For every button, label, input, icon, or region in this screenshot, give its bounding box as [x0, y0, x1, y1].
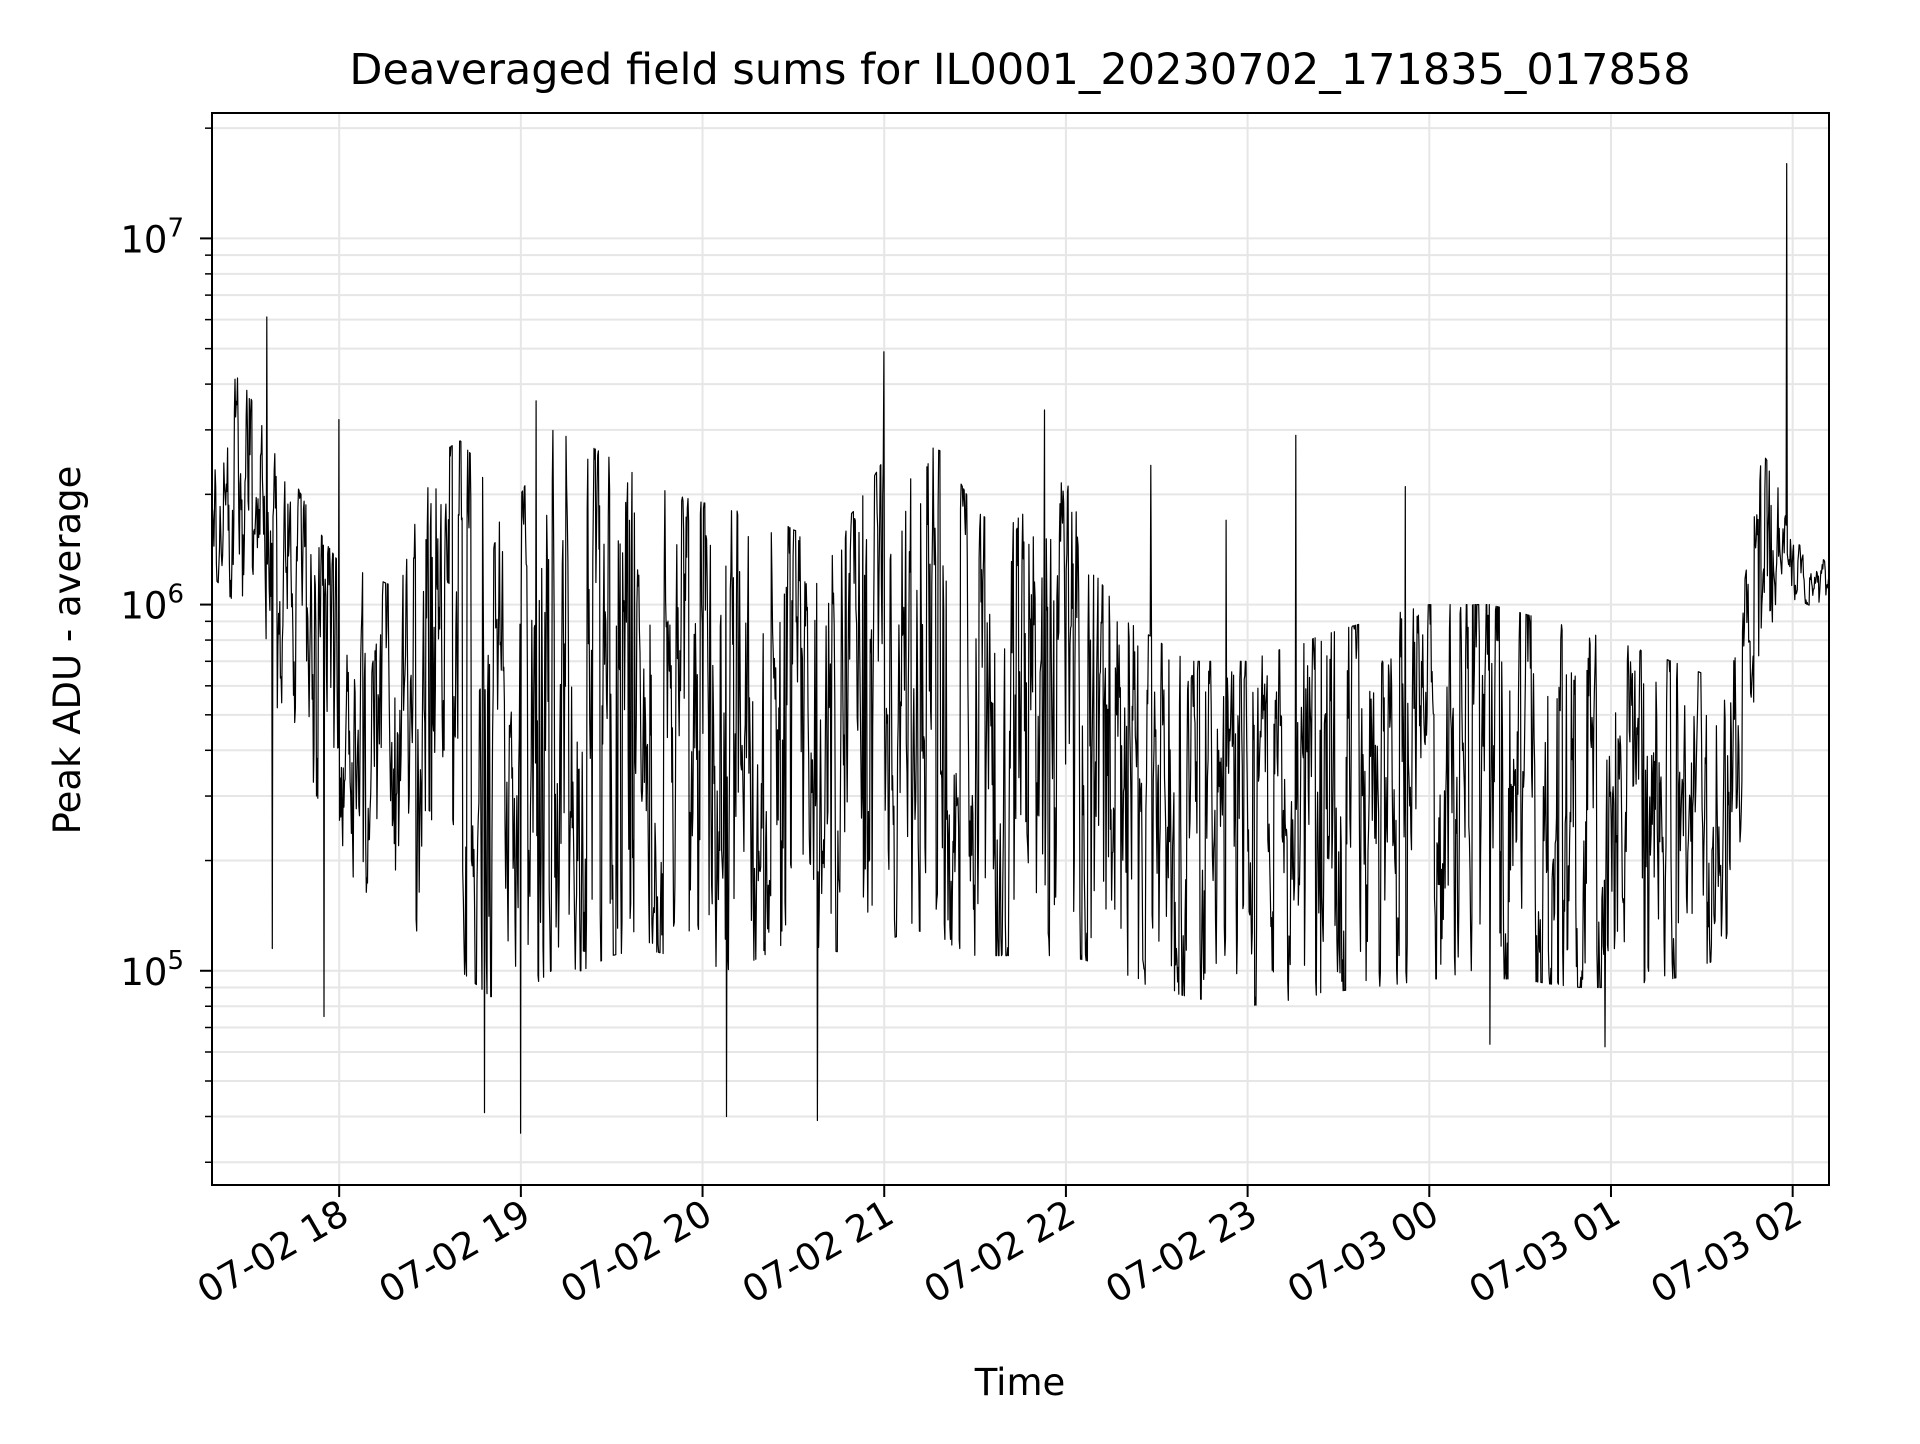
y-tick-label-exponent: 7 — [167, 213, 184, 243]
y-tick-label: 107 — [120, 213, 184, 261]
x-tick-label: 07-03 00 — [1280, 1192, 1446, 1312]
grid — [212, 113, 1829, 1185]
y-tick-label-exponent: 5 — [167, 946, 184, 976]
x-tick-label: 07-02 22 — [917, 1192, 1083, 1312]
x-tick-label: 07-02 20 — [553, 1192, 719, 1312]
series — [211, 163, 1830, 1134]
x-axis-label: Time — [974, 1361, 1066, 1404]
x-tick-label: 07-02 23 — [1099, 1192, 1265, 1312]
x-tick-label: 07-02 21 — [735, 1192, 901, 1312]
chart-title: Deaveraged field sums for IL0001_2023070… — [349, 45, 1690, 95]
series-line — [211, 163, 1830, 1134]
y-tick-label: 105 — [120, 946, 184, 994]
x-tick-label: 07-02 18 — [190, 1192, 356, 1312]
y-tick-label-base: 10 — [120, 218, 167, 261]
x-tick-label: 07-02 19 — [372, 1192, 538, 1312]
y-tick-label-base: 10 — [120, 951, 167, 994]
x-tick-label: 07-03 01 — [1462, 1192, 1628, 1312]
x-tick-label: 07-03 02 — [1644, 1192, 1810, 1312]
y-tick-label-exponent: 6 — [167, 580, 184, 610]
x-axis-ticks: 07-02 18 07-02 19 07-02 20 07-02 21 07-02 22… — [190, 1185, 1809, 1312]
y-tick-label: 106 — [120, 580, 184, 628]
plot-frame — [211, 112, 1830, 1186]
y-tick-label-base: 10 — [120, 585, 167, 628]
y-axis-label: Peak ADU - average — [46, 466, 89, 835]
